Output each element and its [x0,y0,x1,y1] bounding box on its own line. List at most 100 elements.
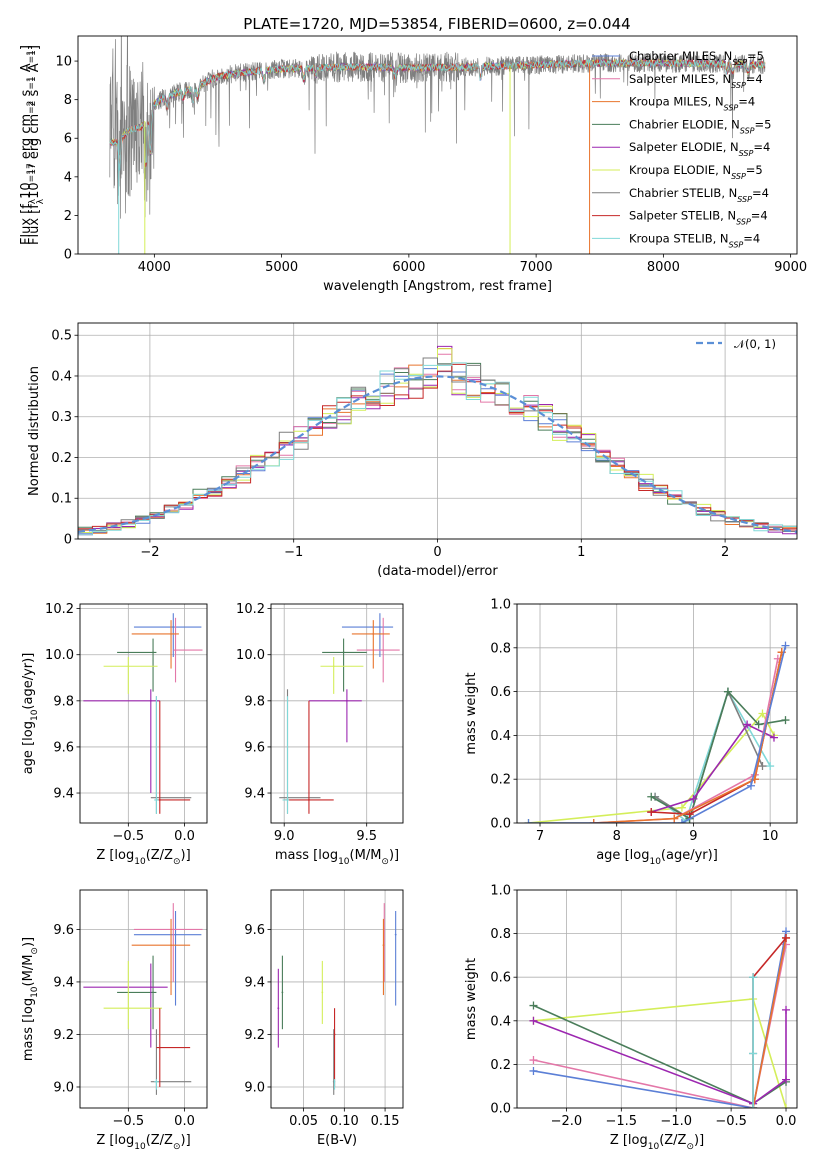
data-point [342,651,345,654]
tick-label-y: 0 [64,248,72,263]
plus-marker [782,1005,791,1014]
plot-area [529,927,791,1108]
tick-label-y: 0.2 [490,773,511,788]
grid [80,604,207,823]
tick-label-y: 9.0 [53,1080,74,1095]
axis-label-part: −17 [26,163,36,182]
tick-label-y: 9.4 [244,787,265,802]
legend-label: Salpeter STELIB, NSSP=4 [629,209,768,227]
legend-label: Chabrier MILES, NSSP=5 [629,49,764,67]
weight-line-kroupa_miles [752,937,787,1108]
plus-marker [782,933,791,942]
axis-label-part: (Z/Z [659,1133,686,1148]
grid [271,890,403,1108]
axis-label-part: λ [28,198,38,204]
tick-label-y: 9.0 [244,1080,265,1095]
data-point [379,626,381,628]
data-point [155,799,158,801]
axis-label-part: Flux [f [27,204,42,245]
axis-label-part: ⊙ [686,1142,694,1152]
tick-label-y: 1.0 [490,884,511,899]
plot-area [83,903,203,1095]
plot-area [109,36,766,254]
tick-label-y: 0.5 [51,329,72,344]
tick-label-y: 9.8 [53,694,74,709]
axis-label-part: mass [log [275,848,338,863]
tick-label-y: 0.4 [490,1014,511,1029]
data-point [152,651,154,654]
tick-label-y: 10.2 [236,602,265,617]
tick-label-x: 8000 [647,260,680,275]
tick-label-y: 0.3 [51,410,72,425]
panel-residuals: −2 −1 0 1 2 0 0.1 0.2 0.3 0.4 0.5 (data-model)/erro… [27,322,798,579]
plot-area [524,641,790,823]
tick-label-y: 1.0 [490,598,511,613]
data-point [174,933,177,936]
tick-label-y: 9.2 [53,1028,74,1043]
data-point [277,1007,280,1010]
tick-label-x: −1.5 [606,1114,638,1129]
tick-label-x: 9 [689,829,697,844]
tick-label-x: 9.5 [356,829,377,844]
axis-label-part: ⊙ [381,857,389,867]
spectrum-legend: Chabrier MILES, NSSP=5 Salpeter MILES, N S… [592,49,771,249]
tick-label-x: 0.15 [371,1114,400,1129]
axes: 0.05 0.10 0.15 9.0 9.2 9.4 9.6 E(B-V) [244,889,404,1148]
legend-label: Kroupa MILES, NSSP=4 [629,95,755,113]
weight-line-chabrier_elodie [533,1004,787,1105]
plus-marker [647,808,656,817]
legend-label-sub: SSP [731,172,746,181]
tick-label-y: 9.4 [53,975,74,990]
gaussian-curve [78,375,797,533]
legend-label-text: Chabrier ELODIE, N [629,117,740,131]
tick-label-y: 2 [64,209,72,224]
data-point [158,799,161,801]
data-point [174,649,177,652]
tick-label-y: 9.6 [53,923,74,938]
plus-marker [723,687,732,696]
spectrum-data-line [109,36,766,219]
axis-label-part: A [27,63,42,76]
tick-label-y: 9.8 [244,694,265,709]
y-axis-label: Flux [fλ10−17 erg cm−2 s−1 A−1] [26,45,46,245]
data-point [172,928,175,931]
x-axis-label: E(B-V) [317,1133,357,1148]
data-point [333,1080,336,1083]
axis-label-part: 10 [649,857,661,867]
axis-label-part: erg cm [27,114,42,163]
plus-marker [589,819,598,823]
tick-label-x: 8 [613,829,621,844]
axis-label-part: age [log [596,848,649,863]
legend-label-suffix: =4 [746,72,763,86]
axis-label-part: 10 [648,1142,660,1152]
plot-area [277,903,397,1095]
axis-label-part: )] [694,1133,704,1148]
plot-area [83,613,203,814]
legend-label-sub: SSP [740,126,755,135]
axes-frame [516,603,798,824]
data-point [158,1046,161,1049]
tick-label-y: 9.4 [53,787,74,802]
spectrum-model-kroupa_stelib [109,58,766,171]
data-point [152,991,154,994]
axis-label-part: 10 [134,1142,146,1152]
tick-label-x: −0.5 [113,829,145,844]
spectrum-model-salpeter_stelib [109,58,766,168]
tick-label-y: 0.4 [51,369,72,384]
legend-label-text: Salpeter MILES, N [629,72,731,86]
legend-label: Chabrier STELIB, NSSP=4 [629,186,769,204]
y-axis-label: mass weight [464,672,479,754]
axis-label-part: −1 [26,76,36,89]
weight-line-kroupa_stelib [654,689,771,823]
tick-label-y: 0 [64,533,72,548]
tick-label-y: 10.0 [236,648,265,663]
legend-label-suffix: =4 [751,209,768,223]
panel-age-vs-mass: 9.0 9.5 9.4 9.6 9.8 10.0 10.2 mass [log10(M/M⊙)… [236,602,404,867]
data-point [170,633,172,635]
axis-label-part: (Z/Z [146,1133,173,1148]
axis-label-part: )] [181,1133,191,1148]
axis-label-part: ⊙ [173,857,181,867]
tick-label-x: 0 [433,545,441,560]
axis-label-part: ⊙ [173,1142,181,1152]
